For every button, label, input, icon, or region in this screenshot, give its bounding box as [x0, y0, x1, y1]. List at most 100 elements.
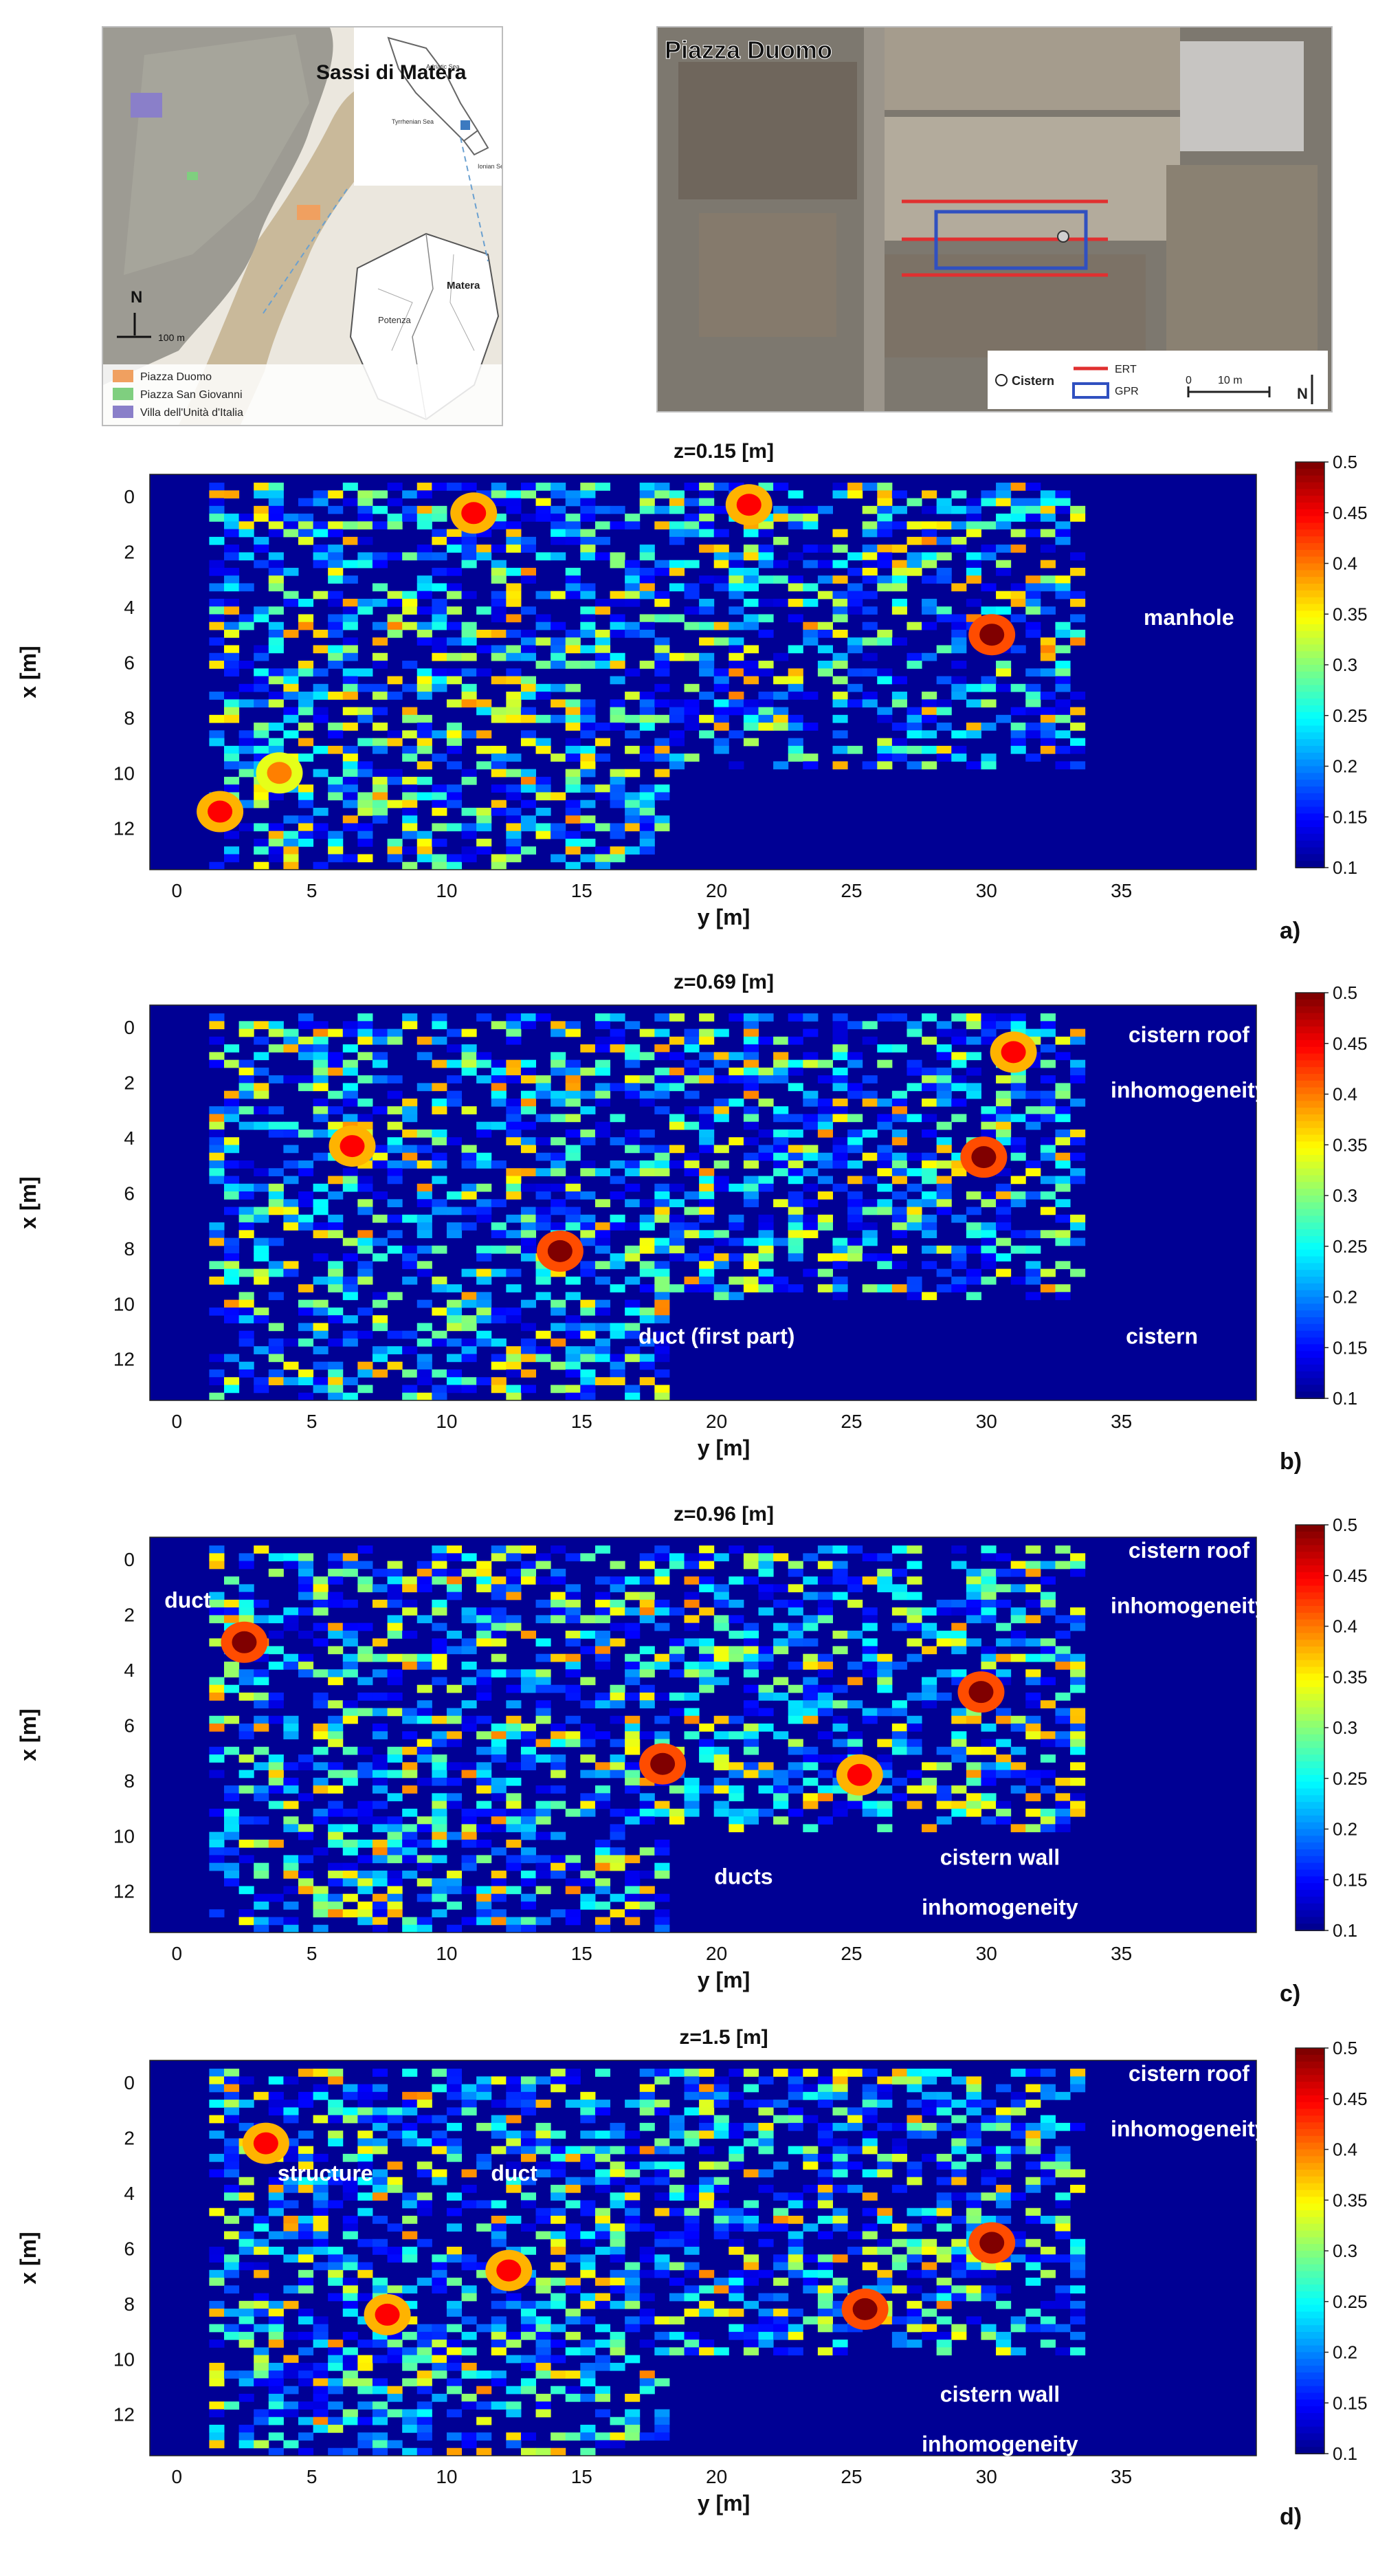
heatmap-cell	[699, 1284, 714, 1292]
heatmap-cell	[447, 1739, 462, 1748]
heatmap-cell	[521, 1060, 536, 1068]
heatmap-cell	[892, 506, 907, 514]
heatmap-cell	[536, 1013, 551, 1022]
heatmap-cell	[432, 537, 447, 545]
heatmap-cell	[313, 1584, 329, 1592]
heatmap-cell	[506, 1191, 521, 1200]
heatmap-cell	[476, 2084, 491, 2093]
heatmap-cell	[803, 1747, 818, 1755]
heatmap-cell	[788, 1176, 803, 1184]
heatmap-cell	[239, 746, 254, 754]
heatmap-cell	[1011, 1824, 1026, 1832]
heatmap-cell	[491, 483, 507, 491]
heatmap-cell	[654, 2138, 669, 2146]
heatmap-cell	[388, 1855, 403, 1863]
colorbar-step	[1296, 1809, 1324, 1816]
heatmap-cell	[625, 1199, 640, 1207]
heatmap-cell	[847, 1060, 863, 1068]
heatmap-cell	[640, 2100, 655, 2108]
heatmap-cell	[1055, 645, 1070, 653]
heatmap-cell	[432, 483, 447, 491]
heatmap-cell	[313, 2394, 329, 2402]
heatmap-cell	[521, 537, 536, 545]
heatmap-cell	[328, 831, 343, 839]
heatmap-cell	[1070, 1724, 1085, 1732]
heatmap-cell	[551, 854, 566, 862]
heatmap-cell	[224, 1176, 239, 1184]
colorbar-tick-label: 0.2	[1333, 1287, 1357, 1308]
colorbar-step	[1296, 1324, 1324, 1332]
heatmap-cell	[521, 815, 536, 824]
heatmap-cell	[491, 1871, 507, 1879]
heatmap-cell	[328, 2115, 343, 2124]
heatmap-cell	[907, 1785, 922, 1794]
heatmap-cell	[476, 2200, 491, 2208]
hotspot-core	[461, 502, 486, 524]
heatmap-cell	[640, 1284, 655, 1292]
heatmap-cell	[714, 637, 729, 646]
heatmap-cell	[892, 1099, 907, 1107]
heatmap-cell	[566, 1654, 581, 1662]
heatmap-cell	[388, 622, 403, 630]
heatmap-cell	[343, 823, 358, 831]
heatmap-cell	[506, 2401, 521, 2410]
colorbar-step	[1296, 1823, 1324, 1830]
heatmap-cell	[669, 1669, 685, 1677]
heatmap-cell	[625, 599, 640, 607]
heatmap-cell	[373, 2355, 388, 2364]
heatmap-cell	[357, 1576, 373, 1585]
heatmap-cell	[283, 1785, 298, 1794]
heatmap-cell	[595, 2324, 610, 2333]
heatmap-cell	[1025, 723, 1041, 731]
heatmap-cell	[521, 1855, 536, 1863]
heatmap-cell	[432, 614, 447, 622]
heatmap-cell	[373, 2069, 388, 2077]
heatmap-cell	[491, 753, 507, 762]
heatmap-cell	[551, 2185, 566, 2193]
heatmap-cell	[402, 1331, 417, 1339]
heatmap-cell	[640, 808, 655, 816]
heatmap-cell	[521, 715, 536, 723]
heatmap-cell	[417, 2386, 432, 2395]
heatmap-cell	[269, 1323, 284, 1331]
heatmap-cell	[803, 1576, 818, 1585]
heatmap-cell	[640, 2161, 655, 2170]
heatmap-cell	[402, 1785, 417, 1794]
heatmap-cell	[1025, 1292, 1041, 1300]
heatmap-cell	[432, 2084, 447, 2093]
heatmap-cell	[343, 2417, 358, 2425]
heatmap-cell	[966, 723, 981, 731]
heatmap-cell	[951, 1607, 966, 1616]
heatmap-cell	[907, 1576, 922, 1585]
heatmap-cell	[699, 1215, 714, 1223]
heatmap-cell	[669, 1052, 685, 1060]
heatmap-cell	[388, 2409, 403, 2417]
heatmap-cell	[283, 1724, 298, 1732]
heatmap-cell	[506, 537, 521, 545]
heatmap-cell	[313, 2378, 329, 2386]
heatmap-cell	[922, 1068, 937, 1076]
heatmap-cell	[283, 1607, 298, 1616]
heatmap-cell	[981, 1130, 996, 1138]
heatmap-cell	[343, 1561, 358, 1570]
heatmap-cell	[536, 1191, 551, 1200]
heatmap-cell	[699, 1561, 714, 1570]
heatmap-cell	[595, 1762, 610, 1770]
heatmap-cell	[773, 1199, 788, 1207]
heatmap-cell	[373, 1878, 388, 1886]
heatmap-cell	[462, 1292, 477, 1300]
heatmap-cell	[996, 568, 1011, 576]
heatmap-cell	[744, 1191, 759, 1200]
heatmap-cell	[269, 1785, 284, 1794]
heatmap-cell	[640, 1646, 655, 1654]
heatmap-cell	[714, 707, 729, 716]
heatmap-cell	[907, 1693, 922, 1701]
heatmap-cell	[506, 2386, 521, 2395]
heatmap-cell	[654, 1215, 669, 1223]
heatmap-cell	[224, 1060, 239, 1068]
heatmap-cell	[209, 1724, 224, 1732]
heatmap-cell	[239, 552, 254, 560]
heatmap-cell	[1055, 1693, 1070, 1701]
heatmap-cell	[447, 529, 462, 538]
heatmap-cell	[506, 1731, 521, 1739]
